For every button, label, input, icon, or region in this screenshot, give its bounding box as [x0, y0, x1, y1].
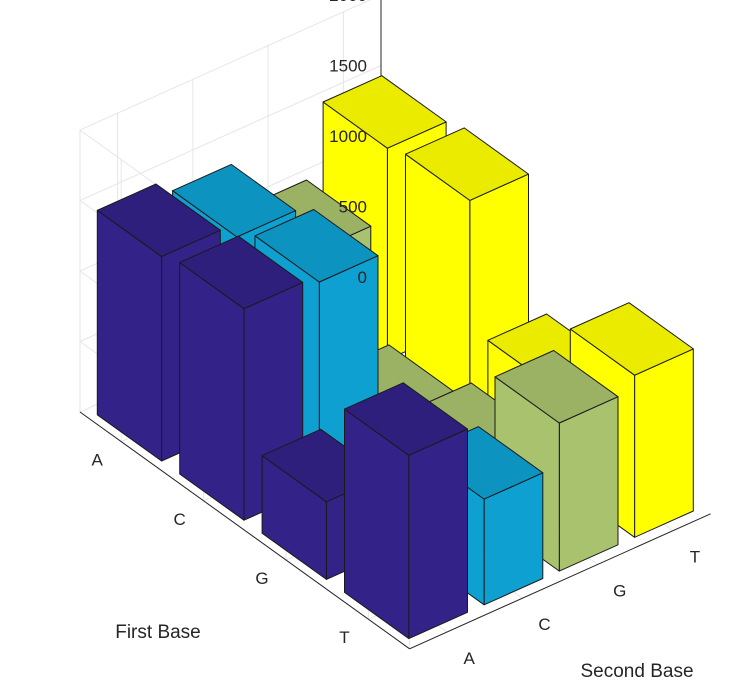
bar-face-front — [408, 428, 468, 640]
x-tick-label-T: T — [339, 628, 349, 647]
bar-face-top — [179, 235, 304, 310]
bar-T-A — [344, 382, 468, 640]
y-tick-label-A: A — [464, 649, 476, 668]
y-axis-line — [409, 513, 711, 650]
bar-face-top — [322, 75, 447, 149]
bar-face-top — [96, 183, 221, 257]
bar-face-top — [254, 209, 379, 283]
y-tick-label-T: T — [690, 548, 700, 567]
x-tick-label-C: C — [173, 510, 185, 529]
tick-labels: 0 500 1000 1500 2000 A C G T A C G T — [92, 0, 701, 668]
bar-face-top — [172, 163, 297, 238]
z-tick-label-4: 2000 — [329, 0, 367, 5]
x-tick-label-G: G — [255, 569, 268, 588]
y-tick-label-G: G — [613, 581, 626, 600]
z-tick-label-2: 1000 — [329, 127, 367, 146]
z-tick-label-1: 500 — [339, 198, 367, 217]
x-axis-label: First Base — [115, 622, 201, 643]
x-tick-label-A: A — [92, 451, 104, 470]
bar-face-front — [558, 396, 619, 572]
y-tick-label-C: C — [538, 615, 550, 634]
bar-face-top — [494, 350, 619, 424]
y-axis-label: Second Base — [580, 661, 693, 682]
bar-face-top — [344, 382, 468, 456]
bar-face-top — [569, 302, 694, 376]
z-tick-label-0: 0 — [358, 268, 367, 287]
z-tick-label-3: 1500 — [329, 57, 367, 76]
axes — [79, 0, 711, 650]
x-axis-line — [79, 411, 410, 650]
bar-face-front — [634, 348, 694, 538]
bar-face-top — [405, 127, 529, 201]
bars — [96, 75, 694, 640]
